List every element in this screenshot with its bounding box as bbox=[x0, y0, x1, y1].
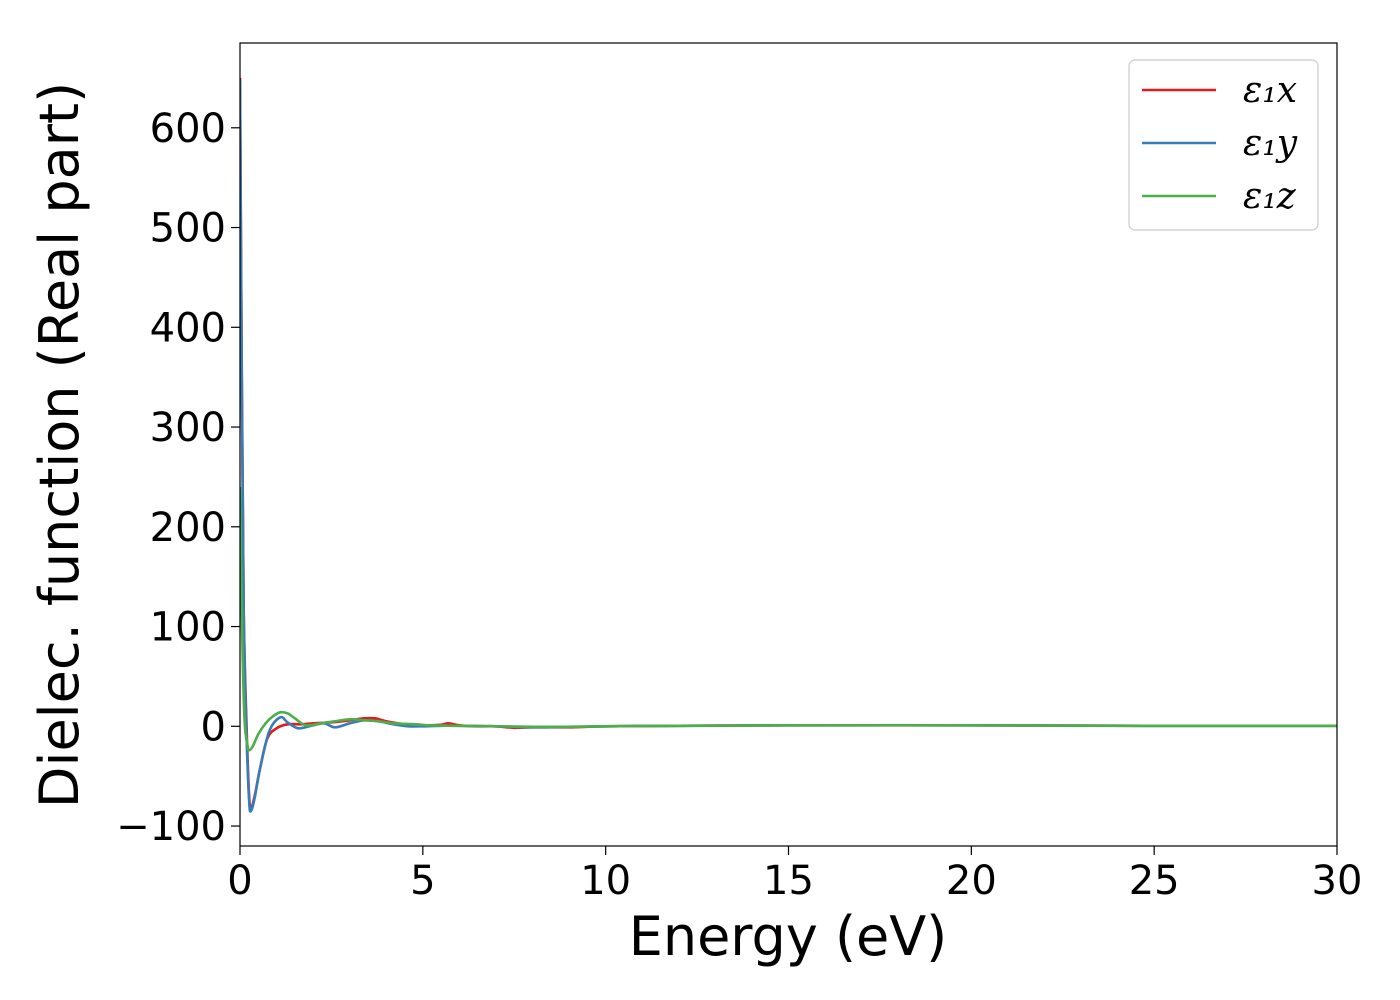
y-tick-label: 600 bbox=[150, 106, 226, 152]
series-line-2 bbox=[240, 486, 1337, 752]
x-axis-label: Energy (eV) bbox=[629, 905, 948, 968]
x-tick-label: 25 bbox=[1129, 858, 1180, 904]
y-axis-label: Dielec. function (Real part) bbox=[28, 82, 91, 808]
y-tick-label: 500 bbox=[150, 206, 226, 252]
y-tick-label: 300 bbox=[150, 405, 226, 451]
x-tick-label: 30 bbox=[1312, 858, 1363, 904]
y-tick-label: 0 bbox=[201, 704, 226, 750]
series-layer bbox=[240, 77, 1337, 813]
y-tick-label: 200 bbox=[150, 505, 226, 551]
legend-box bbox=[1128, 59, 1319, 231]
legend-entry-2: ε₁z bbox=[1243, 176, 1297, 217]
x-tick-label: 5 bbox=[410, 858, 435, 904]
legend-entry-0: ε₁x bbox=[1243, 70, 1297, 111]
legend: ε₁x ε₁y ε₁z bbox=[1128, 59, 1319, 231]
x-axis: 0 5 10 15 20 25 30 bbox=[227, 846, 1362, 904]
legend-entry-1: ε₁y bbox=[1243, 123, 1298, 164]
y-tick-label: −100 bbox=[116, 804, 226, 850]
y-tick-label: 400 bbox=[150, 305, 226, 351]
x-tick-label: 0 bbox=[227, 858, 252, 904]
x-tick-label: 10 bbox=[580, 858, 631, 904]
x-tick-label: 15 bbox=[763, 858, 814, 904]
y-axis: −100 0 100 200 300 400 500 600 bbox=[116, 106, 240, 850]
y-tick-label: 100 bbox=[150, 605, 226, 651]
x-tick-label: 20 bbox=[946, 858, 997, 904]
